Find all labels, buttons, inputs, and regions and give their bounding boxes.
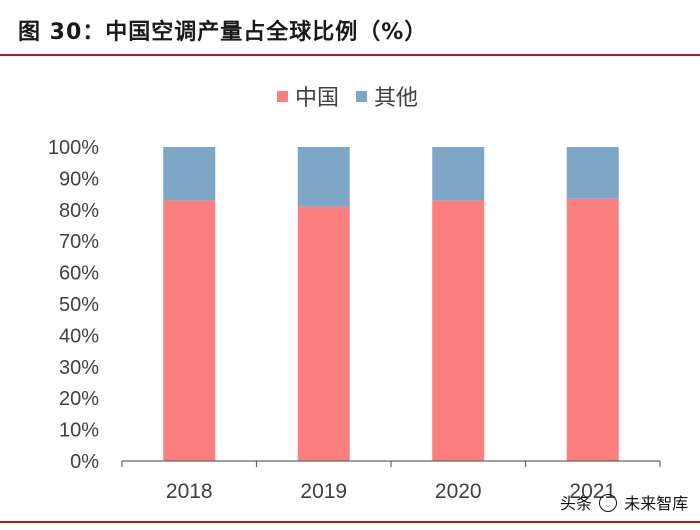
- y-tick-label: 30%: [59, 357, 99, 379]
- bars: [163, 147, 619, 461]
- y-axis: 0% 10% 20% 30% 40% 50% 60% 70% 80% 90% 100%: [48, 137, 99, 473]
- bar-2021-series-1: [566, 147, 619, 199]
- bar-2020-series-0: [432, 200, 485, 461]
- chart-title: 图 30：中国空调产量占全球比例（%）: [18, 20, 428, 45]
- bar-2018-series-0: [163, 200, 216, 461]
- y-tick-label: 20%: [59, 388, 99, 410]
- y-tick-label: 0%: [70, 451, 99, 473]
- y-tick-label: 40%: [59, 325, 99, 347]
- x-axis: 2018 2019 2020 2021: [121, 461, 661, 503]
- bar-2020-series-1: [432, 147, 485, 201]
- legend-label: 其他: [374, 86, 418, 111]
- legend-label: 中国: [295, 86, 339, 111]
- watermark-prefix: 头条: [560, 494, 593, 513]
- bar-2018-series-1: [163, 147, 216, 201]
- y-tick-label: 60%: [59, 263, 99, 285]
- bar-2019-series-0: [297, 206, 350, 461]
- x-tick-label: 2020: [435, 480, 482, 503]
- legend: 中国 其他: [277, 86, 418, 111]
- x-tick-label: 2019: [300, 480, 347, 503]
- y-tick-label: 80%: [59, 200, 99, 222]
- x-tick-label: 2018: [166, 480, 213, 503]
- legend-swatch: [277, 91, 288, 102]
- watermark-name: 未来智库: [624, 494, 689, 513]
- bottom-divider: [0, 521, 700, 523]
- y-tick-label: 90%: [59, 168, 99, 190]
- title-divider: [0, 54, 700, 56]
- legend-swatch: [356, 91, 367, 102]
- bar-2019-series-1: [297, 147, 350, 207]
- y-tick-label: 10%: [59, 420, 99, 442]
- y-tick-label: 50%: [59, 294, 99, 316]
- watermark: 头条 未来智库: [560, 490, 688, 514]
- y-tick-label: 100%: [48, 137, 99, 159]
- bar-2021-series-0: [566, 198, 619, 461]
- watermark-logo-icon: [599, 494, 618, 512]
- y-tick-label: 70%: [59, 231, 99, 253]
